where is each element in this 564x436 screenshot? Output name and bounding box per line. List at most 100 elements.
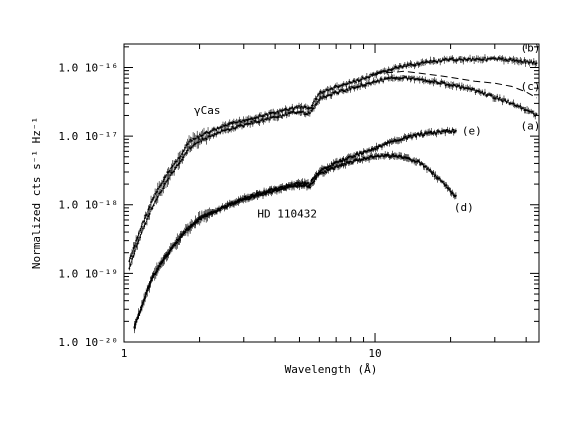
data-point: [187, 229, 189, 231]
data-point: [207, 213, 210, 216]
data-point: [312, 181, 315, 184]
data-point: [268, 118, 270, 121]
data-point: [439, 177, 441, 180]
data-point: [215, 210, 217, 212]
data-point: [351, 85, 353, 88]
data-point: [373, 155, 376, 158]
data-point: [247, 123, 250, 125]
data-point: [241, 124, 243, 127]
data-point: [397, 139, 399, 142]
data-point: [176, 238, 179, 241]
data-point: [354, 159, 356, 161]
data-point: [140, 308, 142, 311]
data-point: [499, 57, 501, 59]
data-point: [420, 132, 423, 134]
data-point: [379, 144, 381, 147]
data-point: [420, 78, 422, 81]
data-point: [335, 165, 337, 168]
data-point: [319, 96, 322, 98]
data-point: [273, 116, 276, 118]
data-point: [325, 96, 327, 99]
data-point: [417, 159, 420, 162]
data-point: [288, 185, 291, 188]
data-point: [268, 111, 270, 114]
data-point: [204, 137, 207, 140]
data-point: [195, 221, 198, 224]
data-point: [220, 129, 223, 132]
series-4: [133, 150, 457, 334]
data-point: [455, 85, 458, 88]
data-point: [183, 231, 186, 233]
data-point: [222, 206, 225, 209]
data-point: [176, 164, 178, 167]
data-point: [260, 115, 262, 117]
data-point: [394, 155, 396, 157]
data-point: [482, 58, 485, 61]
data-point: [339, 164, 341, 166]
data-point: [243, 197, 246, 200]
data-point: [382, 155, 384, 157]
data-point: [445, 184, 448, 186]
data-point: [448, 130, 451, 132]
data-point: [204, 131, 207, 134]
data-point: [463, 57, 466, 60]
data-point: [427, 61, 429, 63]
data-point: [481, 91, 484, 93]
data-point: [533, 60, 535, 63]
data-point: [485, 59, 488, 62]
data-point: [404, 156, 407, 159]
data-point: [400, 77, 402, 80]
data-point: [304, 106, 307, 108]
data-point: [315, 103, 318, 105]
data-point: [256, 121, 258, 124]
data-point: [356, 159, 359, 161]
data-point: [155, 191, 158, 193]
data-point: [252, 195, 255, 197]
data-point: [425, 165, 427, 168]
data-point: [372, 80, 375, 82]
data-point: [416, 160, 419, 163]
data-point: [423, 80, 425, 83]
data-point: [296, 111, 299, 114]
data-point: [298, 105, 300, 107]
data-point: [408, 64, 410, 66]
data-point: [329, 88, 332, 90]
data-point: [338, 90, 341, 92]
data-point: [300, 111, 303, 113]
data-point: [219, 209, 221, 212]
data-point: [336, 85, 338, 88]
data-point: [473, 59, 475, 61]
data-point: [492, 97, 494, 99]
data-point: [430, 130, 433, 133]
data-point: [262, 194, 264, 197]
data-point: [503, 98, 505, 100]
data-point: [355, 86, 357, 88]
data-point: [228, 203, 231, 206]
data-point: [337, 86, 340, 89]
data-point: [347, 155, 350, 158]
data-point: [355, 158, 358, 161]
data-point: [345, 161, 348, 164]
data-point: [497, 98, 500, 101]
data-point: [528, 110, 531, 113]
data-point: [383, 77, 386, 80]
data-point: [310, 182, 313, 185]
data-point: [162, 259, 165, 262]
data-point: [374, 148, 377, 151]
data-point: [294, 106, 296, 109]
data-point: [524, 62, 527, 64]
data-point: [310, 109, 313, 112]
data-point: [195, 137, 197, 140]
data-point: [332, 162, 335, 164]
data-point: [378, 71, 380, 74]
data-point: [166, 254, 169, 256]
data-point: [350, 160, 352, 163]
data-point: [361, 158, 364, 161]
data-point: [160, 262, 162, 265]
data-point: [444, 184, 446, 187]
data-point: [280, 110, 283, 112]
data-point: [526, 60, 528, 62]
data-point: [526, 109, 528, 111]
data-point: [186, 149, 189, 152]
x-tick-label: 1: [121, 347, 128, 360]
